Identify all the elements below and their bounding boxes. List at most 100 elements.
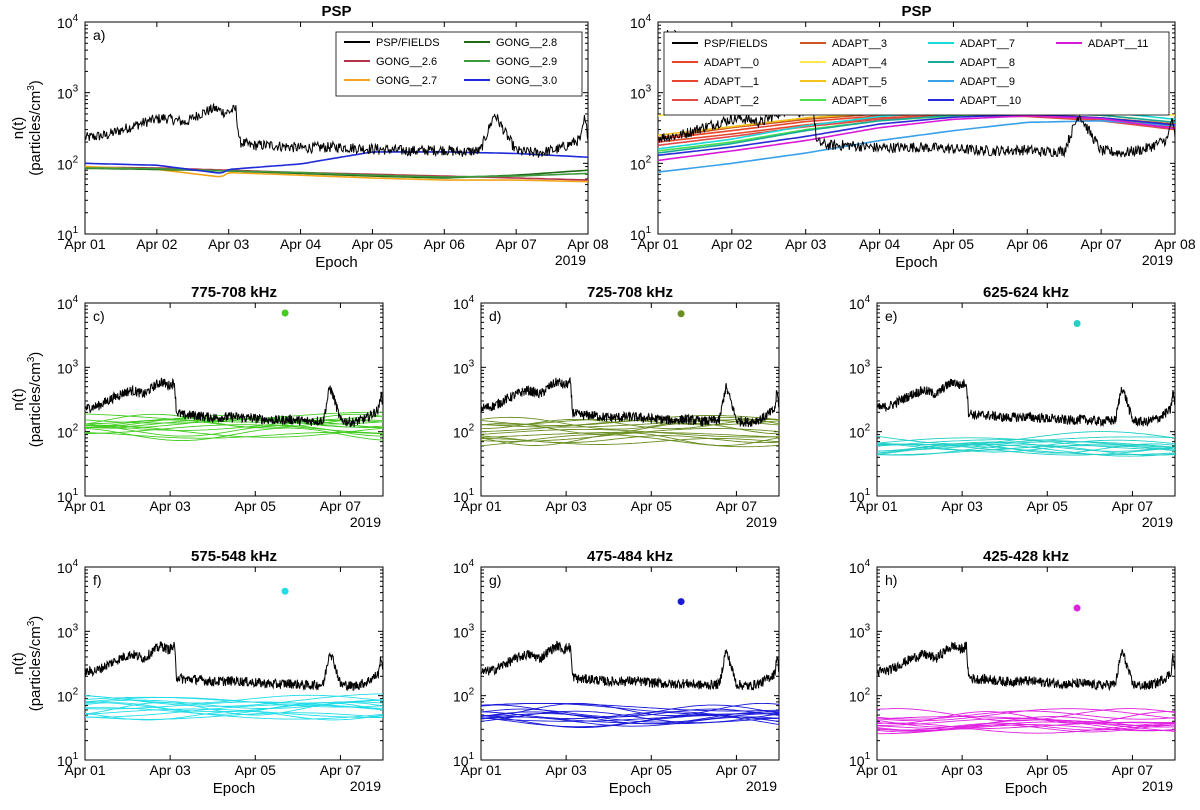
series-line-ADAPT__9 [657, 119, 1176, 173]
ensemble-line [876, 443, 1176, 454]
xtick-label: Apr 07 [716, 498, 757, 514]
ytick-exponent: 1 [469, 751, 475, 762]
ensemble-group [480, 415, 780, 448]
ytick-exponent: 3 [469, 622, 475, 633]
ytick-label: 103 [453, 622, 475, 640]
xtick-label: Apr 01 [637, 236, 678, 252]
ensemble-line [84, 413, 384, 423]
ensemble-line [84, 701, 384, 710]
ensemble-group [876, 431, 1176, 457]
ensemble-group [480, 702, 780, 728]
ytick-label: 104 [630, 13, 652, 31]
ytick-exponent: 2 [469, 423, 475, 434]
ensemble-line [877, 718, 1176, 726]
panel-letter: g) [489, 572, 501, 588]
marker-point [1073, 320, 1081, 328]
marker-point [677, 310, 685, 318]
ytick-label: 104 [57, 294, 79, 312]
marker-point [281, 587, 289, 595]
y-axis-label-units: (particles/cm3) [26, 616, 44, 712]
ytick-label: 104 [849, 294, 871, 312]
year-label: 2019 [1142, 252, 1173, 268]
legend-label: ADAPT__7 [960, 38, 1015, 50]
legend-label: ADAPT__6 [832, 95, 887, 107]
y-axis-label-end: ) [27, 352, 44, 357]
xtick-label: Apr 04 [859, 236, 900, 252]
ytick-exponent: 3 [73, 622, 79, 633]
legend-label: ADAPT__11 [1088, 38, 1148, 50]
year-label: 2019 [350, 778, 381, 794]
ytick-exponent: 4 [469, 558, 475, 569]
ensemble-line [480, 710, 780, 724]
xtick-label: Apr 02 [711, 236, 752, 252]
panel-title: 475-484 kHz [587, 548, 673, 565]
ytick-label: 102 [57, 423, 79, 441]
ensemble-line [84, 411, 383, 424]
y-axis-label-sup: 3 [26, 356, 37, 362]
xtick-label: Apr 01 [460, 498, 501, 514]
y-axis-label-end: ) [27, 616, 44, 621]
ytick-exponent: 2 [646, 154, 652, 165]
ytick-exponent: 1 [865, 487, 871, 498]
ytick-exponent: 3 [865, 358, 871, 369]
panel-title: PSP [321, 3, 351, 20]
ytick-exponent: 2 [865, 423, 871, 434]
legend-label: PSP/FIELDS [376, 37, 440, 49]
xtick-label: Apr 03 [208, 236, 249, 252]
ensemble-line [480, 428, 780, 438]
ytick-exponent: 3 [73, 358, 79, 369]
ytick-exponent: 4 [73, 13, 79, 24]
xtick-label: Apr 05 [235, 498, 276, 514]
ytick-exponent: 2 [73, 154, 79, 165]
ytick-label: 102 [849, 687, 871, 705]
ensemble-line [84, 419, 384, 431]
legend-box [663, 31, 1170, 116]
ensemble-line [480, 711, 780, 725]
x-axis-label: Epoch [213, 780, 256, 797]
legend-label: ADAPT__10 [960, 95, 1021, 107]
xtick-label: Apr 03 [546, 762, 587, 778]
ytick-exponent: 1 [73, 225, 79, 236]
ytick-label: 104 [453, 558, 475, 576]
y-axis-label: n(t) [10, 117, 27, 140]
ensemble-line [480, 708, 780, 718]
ensemble-line [480, 431, 780, 438]
ytick-exponent: 2 [73, 423, 79, 434]
xtick-label: Apr 01 [64, 762, 105, 778]
ytick-label: 102 [453, 687, 475, 705]
ytick-exponent: 1 [469, 487, 475, 498]
xtick-label: Apr 03 [150, 762, 191, 778]
ytick-exponent: 3 [646, 84, 652, 95]
ytick-label: 102 [849, 423, 871, 441]
ytick-label: 103 [849, 622, 871, 640]
xtick-label: Apr 05 [1027, 762, 1068, 778]
ensemble-line [84, 431, 384, 439]
ytick-label: 103 [849, 358, 871, 376]
xtick-label: Apr 03 [942, 762, 983, 778]
ytick-label: 103 [453, 358, 475, 376]
series-line-GONG__3.0 [84, 151, 589, 174]
legend-label: ADAPT__3 [832, 38, 887, 50]
year-label: 2019 [555, 252, 586, 268]
y-axis-label-sup: 3 [26, 85, 37, 91]
ytick-exponent: 1 [865, 751, 871, 762]
xtick-label: Apr 08 [1154, 236, 1195, 252]
ensemble-line [84, 417, 384, 429]
panel-letter: c) [93, 308, 105, 324]
ytick-exponent: 1 [73, 751, 79, 762]
ensemble-line [480, 702, 780, 715]
series-line-psp-fields [657, 105, 1176, 158]
ytick-exponent: 4 [73, 294, 79, 305]
xtick-label: Apr 07 [716, 762, 757, 778]
ensemble-line [84, 712, 384, 720]
ytick-label: 102 [453, 423, 475, 441]
ytick-exponent: 3 [73, 84, 79, 95]
ytick-label: 104 [849, 558, 871, 576]
legend-label: GONG__3.0 [496, 75, 557, 87]
xtick-label: Apr 08 [567, 236, 608, 252]
marker-point [677, 598, 685, 606]
ensemble-line [84, 413, 384, 428]
